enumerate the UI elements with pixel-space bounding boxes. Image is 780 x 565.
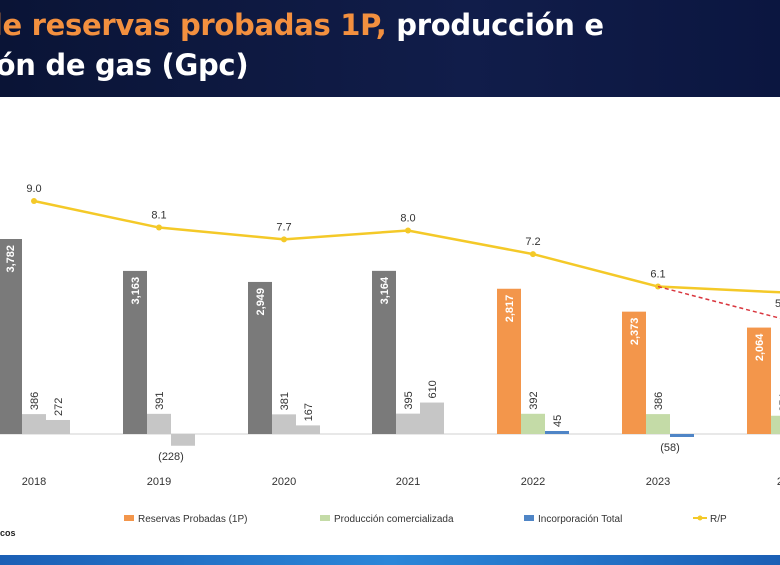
reserves-bar bbox=[622, 311, 646, 434]
production-bar bbox=[521, 413, 545, 434]
x-tick-label: 2021 bbox=[396, 476, 420, 488]
x-tick-label: 20 bbox=[777, 476, 780, 488]
reserves-bar bbox=[497, 288, 521, 434]
legend-swatch bbox=[320, 515, 330, 521]
incorporation-bar bbox=[46, 419, 70, 434]
production-value-label: 381 bbox=[279, 392, 291, 410]
rp-point bbox=[655, 283, 661, 290]
title-rest: producción e bbox=[386, 8, 604, 42]
incorporation-value-label: (58) bbox=[660, 442, 680, 454]
title-accent: de reservas probadas 1P, bbox=[0, 8, 387, 42]
reserves-bar bbox=[123, 270, 147, 434]
rp-value-label: 8.0 bbox=[400, 213, 415, 225]
reserves-value-label: 2,949 bbox=[255, 288, 267, 316]
incorporation-value-label: (228) bbox=[158, 451, 184, 463]
rp-projection-line bbox=[657, 285, 780, 319]
incorporation-value-label: 167 bbox=[303, 403, 315, 421]
incorporation-value-label: 272 bbox=[53, 398, 65, 416]
production-value-label: 386 bbox=[29, 392, 41, 410]
rp-point bbox=[530, 251, 536, 258]
incorporation-value-label: 610 bbox=[427, 380, 439, 398]
rp-value-label: 8.1 bbox=[151, 210, 166, 222]
x-tick-label: 2020 bbox=[272, 476, 296, 488]
production-bar bbox=[646, 414, 670, 434]
reserves-bar bbox=[372, 270, 396, 434]
rp-point bbox=[31, 198, 37, 204]
rp-value-label: 7.2 bbox=[525, 236, 540, 248]
rp-value-label: 7.7 bbox=[276, 221, 291, 233]
x-tick-label: 2022 bbox=[521, 476, 545, 488]
production-bar bbox=[147, 413, 171, 434]
incorporation-value-label: 45 bbox=[552, 415, 564, 427]
rp-value-label: 9.0 bbox=[26, 183, 41, 195]
legend-label: R/P bbox=[710, 514, 727, 525]
x-tick-label: 2019 bbox=[147, 476, 171, 488]
reserves-bar bbox=[747, 327, 771, 434]
production-value-label: 391 bbox=[154, 391, 166, 409]
legend-swatch bbox=[124, 515, 134, 521]
reserves-value-label: 2,373 bbox=[629, 318, 641, 346]
legend-swatch bbox=[524, 515, 534, 521]
header-banner: de reservas probadas 1P, producción e ió… bbox=[0, 0, 780, 97]
production-bar bbox=[272, 414, 296, 434]
chart-area: 3,782 386 272 2018 3,163 391 (228) 2019 2,949 381… bbox=[0, 183, 780, 525]
x-tick-label: 2018 bbox=[22, 476, 46, 488]
chart-title-line-1: de reservas probadas 1P, producción e bbox=[0, 8, 604, 42]
production-value-label: 386 bbox=[653, 392, 665, 410]
incorporation-bar bbox=[670, 434, 694, 437]
incorporation-bar bbox=[296, 425, 320, 434]
production-value-label: 395 bbox=[403, 391, 415, 409]
incorporation-bar bbox=[545, 431, 569, 434]
production-value-label: 392 bbox=[528, 391, 540, 409]
rp-point bbox=[405, 227, 411, 234]
x-tick-label: 2023 bbox=[646, 476, 670, 488]
rp-point bbox=[156, 224, 162, 231]
reserves-value-label: 2,817 bbox=[504, 295, 516, 323]
production-bar bbox=[22, 414, 46, 434]
source-note: cos bbox=[0, 528, 16, 538]
rp-projection-label: 5 bbox=[775, 298, 780, 310]
reserves-value-label: 3,164 bbox=[379, 276, 391, 304]
production-value-label: 354 bbox=[778, 393, 780, 411]
reserves-value-label: 3,163 bbox=[130, 277, 142, 305]
legend-swatch-marker bbox=[697, 515, 703, 521]
incorporation-bar bbox=[420, 402, 444, 434]
chart-title-line-2: ión de gas (Gpc) bbox=[0, 48, 249, 82]
legend-label: Incorporación Total bbox=[538, 514, 622, 525]
rp-value-label: 6.1 bbox=[650, 269, 665, 281]
production-bar bbox=[396, 413, 420, 434]
footer-band bbox=[0, 555, 780, 565]
production-bar bbox=[771, 415, 780, 434]
incorporation-bar bbox=[171, 434, 195, 446]
reserves-value-label: 2,064 bbox=[754, 333, 766, 361]
reserves-value-label: 3,782 bbox=[5, 245, 17, 273]
legend-label: Reservas Probadas (1P) bbox=[138, 514, 248, 525]
legend-label: Producción comercializada bbox=[334, 514, 454, 525]
reserves-bar bbox=[0, 239, 22, 434]
rp-point bbox=[281, 236, 287, 243]
reserves-bar bbox=[248, 281, 272, 434]
